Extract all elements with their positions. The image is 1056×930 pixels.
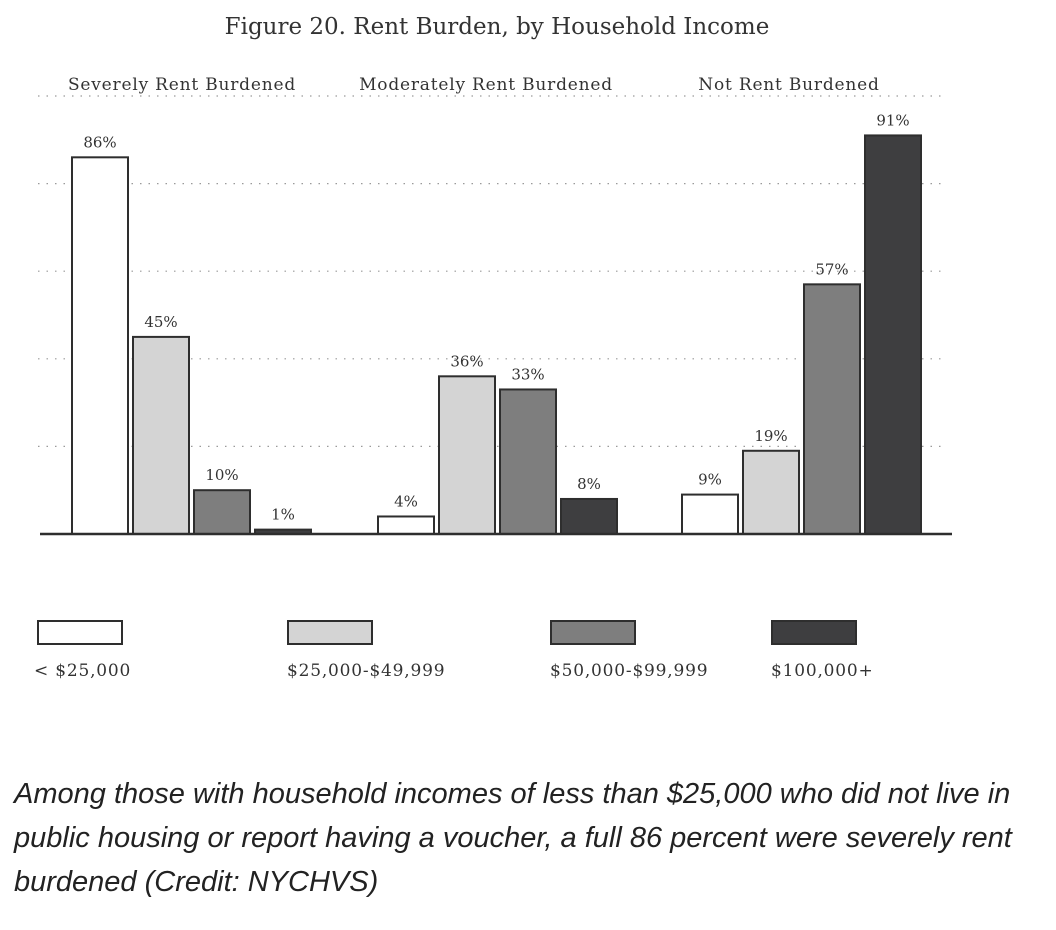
chart-title: Figure 20. Rent Burden, by Household Inc… [225, 14, 770, 40]
legend-label: < $25,000 [34, 661, 131, 681]
data-label: 19% [754, 427, 787, 445]
bar [864, 134, 922, 535]
bar-chart: 86% 45% 10% 1% 4% 36% 33% 8% 9% 19% 57% 91% Figure … [34, 14, 952, 681]
bars [71, 134, 922, 536]
legend-swatch [550, 620, 636, 645]
category-label: Moderately Rent Burdened [359, 75, 613, 95]
bar [438, 375, 496, 535]
data-label: 1% [271, 506, 295, 524]
bar [742, 449, 800, 535]
bar [71, 156, 129, 535]
legend-label: $50,000-$99,999 [550, 661, 708, 681]
data-label: 33% [511, 365, 544, 383]
data-label: 57% [815, 260, 848, 278]
legend-swatch [287, 620, 373, 645]
category-labels: Severely Rent Burdened Moderately Rent Bu… [68, 75, 879, 95]
chart-svg: 86% 45% 10% 1% 4% 36% 33% 8% 9% 19% 57% 91% Figure … [34, 14, 952, 681]
bar [681, 493, 739, 535]
category-label: Severely Rent Burdened [68, 75, 296, 95]
data-label: 8% [577, 475, 601, 493]
figure-caption: Among those with household incomes of le… [14, 778, 1012, 898]
data-label: 4% [394, 492, 418, 510]
bar [560, 497, 618, 535]
bar [377, 515, 435, 535]
legend-swatch [37, 620, 123, 645]
data-label: 36% [450, 352, 483, 370]
data-label: 45% [144, 313, 177, 331]
bar [132, 335, 190, 535]
legend-label: $25,000-$49,999 [287, 661, 445, 681]
legend-swatch [771, 620, 857, 645]
data-labels: 86% 45% 10% 1% 4% 36% 33% 8% 9% 19% 57% 91% [83, 111, 909, 523]
bar [803, 283, 861, 535]
data-label: 86% [83, 133, 116, 151]
data-label: 9% [698, 471, 722, 489]
legend-label: $100,000+ [771, 661, 874, 681]
data-label: 91% [876, 111, 909, 129]
bar [193, 489, 251, 536]
bar [499, 388, 557, 535]
category-label: Not Rent Burdened [698, 75, 879, 95]
legend: < $25,000 $25,000-$49,999 $50,000-$99,999 $… [34, 620, 874, 681]
data-label: 10% [205, 466, 238, 484]
